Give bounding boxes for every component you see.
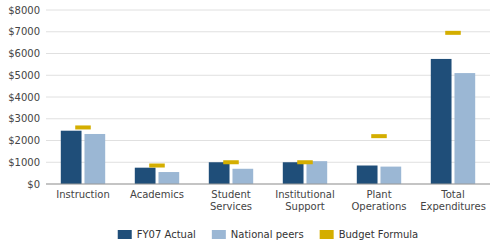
x-axis-line xyxy=(46,184,490,185)
x-tick-label-line: Plant xyxy=(366,189,391,200)
x-tick-label-line: Instruction xyxy=(56,189,110,200)
legend-swatch xyxy=(212,230,226,239)
grid-line xyxy=(46,53,490,54)
legend-item: National peers xyxy=(212,229,304,240)
legend: FY07 Actual National peers Budget Formula xyxy=(118,229,419,240)
grid-line xyxy=(46,10,490,11)
legend-label: Budget Formula xyxy=(339,229,419,240)
bar xyxy=(84,134,105,184)
marker xyxy=(223,160,239,164)
x-tick-label-line: Total xyxy=(440,189,464,200)
marker xyxy=(75,125,91,129)
marker xyxy=(371,134,387,138)
y-tick-label: $2000 xyxy=(8,135,40,146)
y-tick-label: $4000 xyxy=(8,92,40,103)
grid-line xyxy=(46,140,490,141)
x-tick-label: PlantOperations xyxy=(352,189,407,212)
bar xyxy=(357,166,378,184)
x-tick-label-line: Student xyxy=(211,189,250,200)
x-tick-label: InstitutionalSupport xyxy=(275,189,335,212)
y-tick-label: $0 xyxy=(27,179,40,190)
grid-line xyxy=(46,75,490,76)
grid-line xyxy=(46,162,490,163)
grid-line xyxy=(46,31,490,32)
x-tick-label-line: Support xyxy=(285,201,325,212)
x-tick-label-line: Academics xyxy=(130,189,184,200)
bar xyxy=(306,161,327,184)
y-tick-label: $8000 xyxy=(8,5,40,16)
grid-line xyxy=(46,97,490,98)
bar xyxy=(431,59,452,184)
marker xyxy=(445,31,461,35)
x-tick-label: TotalExpenditures xyxy=(420,189,486,212)
y-tick-label: $3000 xyxy=(8,113,40,124)
chart: $0 $1000 $2000 $3000 $4000 $5000 $6000 $7000 $80… xyxy=(0,0,500,250)
bar xyxy=(380,167,401,184)
x-tick-label-line: Institutional xyxy=(275,189,335,200)
y-tick-label: $5000 xyxy=(8,70,40,81)
legend-label: FY07 Actual xyxy=(137,229,196,240)
legend-item: Budget Formula xyxy=(320,229,419,240)
x-tick-label: Instruction xyxy=(56,189,110,200)
bar xyxy=(61,131,82,184)
y-tick-label: $6000 xyxy=(8,48,40,59)
bar xyxy=(454,73,475,184)
legend-item: FY07 Actual xyxy=(118,229,196,240)
bar xyxy=(283,162,304,184)
legend-swatch xyxy=(118,230,132,239)
x-tick-label-line: Operations xyxy=(352,201,407,212)
x-tick-label: StudentServices xyxy=(210,189,252,212)
bar xyxy=(135,168,156,184)
legend-label: National peers xyxy=(231,229,304,240)
y-tick-label: $7000 xyxy=(8,26,40,37)
marker xyxy=(297,160,313,164)
marks xyxy=(61,31,475,184)
x-tick-label-line: Expenditures xyxy=(420,201,486,212)
grid-line xyxy=(46,118,490,119)
grid xyxy=(46,10,490,184)
grid-line xyxy=(46,184,490,185)
x-tick-label-line: Services xyxy=(210,201,252,212)
bar xyxy=(232,169,253,184)
bar xyxy=(209,162,230,184)
marker xyxy=(149,164,165,168)
bar xyxy=(158,172,179,184)
legend-swatch xyxy=(320,230,334,239)
y-tick-label: $1000 xyxy=(8,157,40,168)
x-tick-label: Academics xyxy=(130,189,184,200)
